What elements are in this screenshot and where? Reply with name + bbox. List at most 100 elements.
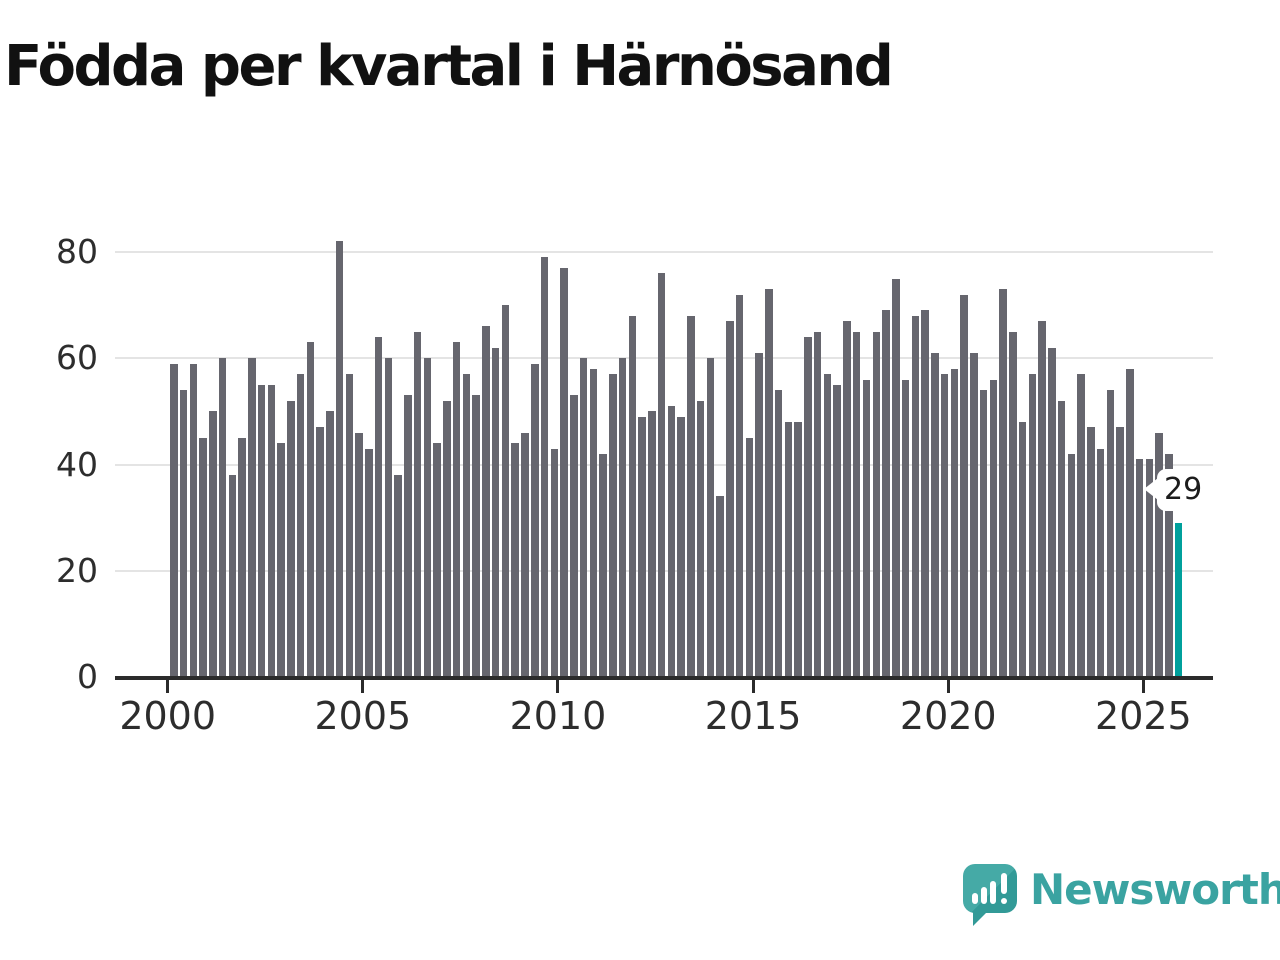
bar-2022-q3 (1048, 347, 1056, 677)
x-tick-label-2000: 2000 (119, 694, 217, 738)
bar-2012-q1 (638, 416, 646, 677)
bar-2012-q3 (657, 273, 666, 677)
bar-2007-q1 (443, 400, 451, 677)
bar-2010-q3 (579, 358, 588, 677)
bar-2009-q1 (521, 432, 529, 677)
bar-2020-q4 (979, 390, 988, 677)
bar-2019-q1 (911, 315, 920, 677)
bar-2018-q1 (872, 331, 880, 677)
logo-exclamation-icon (1001, 873, 1007, 894)
bar-2021-q3 (1009, 331, 1017, 677)
logo-mini-bar-icon (990, 881, 996, 904)
bar-2016-q1 (794, 422, 802, 677)
bar-2024-q2 (1116, 427, 1124, 677)
bar-2000-q1 (170, 363, 178, 677)
x-tick-2015 (751, 680, 755, 693)
bar-2022-q1 (1028, 374, 1037, 677)
bar-2002-q4 (277, 443, 285, 677)
bar-2020-q3 (970, 352, 978, 677)
bar-2014-q1 (716, 496, 724, 677)
bar-2014-q3 (735, 294, 744, 677)
bar-2004-q4 (355, 432, 363, 677)
bar-2006-q1 (404, 395, 412, 677)
page-title: Födda per kvartal i Härnösand (4, 34, 894, 99)
bar-2002-q1 (248, 358, 256, 677)
bar-2004-q1 (326, 411, 334, 677)
bar-2012-q4 (667, 406, 676, 677)
bar-2003-q2 (296, 374, 305, 677)
bar-2005-q1 (365, 448, 373, 677)
bar-2016-q4 (823, 374, 832, 677)
bar-2006-q3 (423, 358, 432, 677)
bar-2022-q4 (1057, 400, 1066, 677)
x-tick-label-2010: 2010 (509, 694, 607, 738)
x-tick-2010 (556, 680, 560, 693)
bar-2015-q3 (774, 390, 783, 677)
bar-2001-q4 (238, 437, 246, 677)
latest-value-callout: 29 (1143, 469, 1210, 511)
bar-2015-q1 (755, 352, 763, 677)
bar-2017-q1 (833, 384, 841, 677)
x-tick-label-2005: 2005 (314, 694, 412, 738)
bar-2003-q4 (316, 427, 324, 677)
y-tick-label-0: 0 (77, 657, 98, 696)
bar-2011-q4 (628, 315, 637, 677)
bar-2024-q3 (1126, 368, 1134, 677)
bar-2016-q3 (813, 331, 822, 677)
newsworthy-wordmark: Newsworthy (1030, 865, 1280, 914)
bar-2021-q2 (999, 289, 1007, 677)
bar-2000-q2 (179, 390, 188, 677)
bar-2024-q4 (1135, 459, 1144, 677)
y-tick-label-20: 20 (56, 550, 98, 590)
bar-2010-q1 (560, 267, 568, 677)
bar-2023-q1 (1067, 453, 1076, 677)
bar-2021-q1 (989, 379, 998, 677)
x-axis-line (115, 676, 1213, 680)
bar-2023-q2 (1077, 374, 1085, 677)
bar-2013-q3 (696, 400, 705, 677)
bar-2005-q4 (394, 475, 402, 677)
logo-mini-bar-icon (972, 893, 978, 904)
bar-2020-q2 (960, 294, 968, 677)
bar-2002-q2 (257, 384, 266, 677)
bar-2014-q4 (745, 437, 754, 677)
bar-2002-q3 (267, 384, 276, 677)
x-tick-label-2020: 2020 (899, 694, 997, 738)
bar-2019-q2 (921, 310, 929, 677)
newsworthy-chart-bubble-icon (963, 864, 1017, 926)
bar-2011-q1 (599, 453, 607, 677)
bar-2008-q2 (491, 347, 500, 677)
bar-2005-q3 (384, 358, 393, 677)
bar-2023-q4 (1096, 448, 1105, 677)
bar-2020-q1 (950, 368, 959, 677)
bar-2013-q4 (706, 358, 715, 677)
bar-2016-q2 (804, 337, 812, 677)
x-tick-2025 (1141, 680, 1145, 693)
bar-2010-q4 (589, 368, 598, 677)
bar-2018-q2 (882, 310, 890, 677)
bar-2019-q3 (931, 352, 939, 677)
bar-2005-q2 (374, 337, 383, 677)
bar-2008-q4 (511, 443, 519, 677)
bar-2000-q4 (199, 437, 207, 677)
bar-2014-q2 (726, 321, 734, 677)
gridline-80 (115, 251, 1213, 253)
y-tick-label-40: 40 (56, 444, 98, 484)
bar-2007-q3 (462, 374, 471, 677)
bar-2023-q3 (1087, 427, 1095, 677)
bar-2013-q1 (677, 416, 685, 677)
bar-2025-q3 (1165, 453, 1173, 677)
bar-2008-q1 (482, 326, 490, 677)
x-tick-label-2025: 2025 (1095, 694, 1192, 738)
latest-value-label: 29 (1164, 472, 1203, 507)
bar-2018-q3 (892, 278, 900, 677)
bar-2025-q4 (1174, 522, 1183, 677)
bar-2012-q2 (648, 411, 656, 677)
bar-2004-q2 (335, 241, 344, 677)
y-tick-label-60: 60 (56, 338, 98, 378)
bar-2007-q2 (452, 342, 461, 677)
bar-2021-q4 (1018, 422, 1027, 677)
bar-2009-q4 (550, 448, 559, 677)
bar-2025-q1 (1145, 459, 1154, 677)
